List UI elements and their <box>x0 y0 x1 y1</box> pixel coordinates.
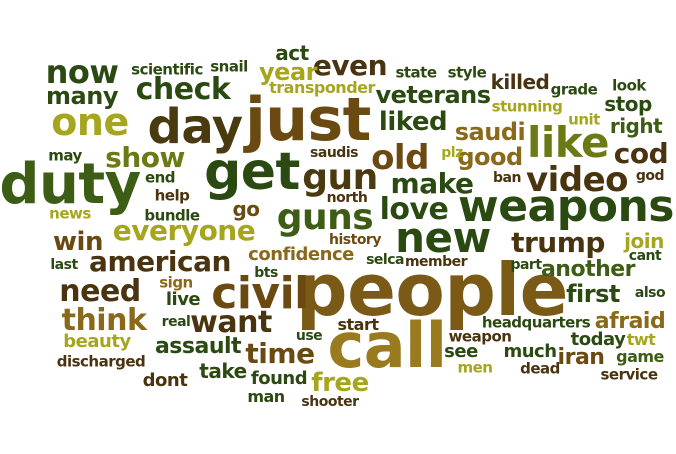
word-part: part <box>510 257 542 273</box>
word-discharged: discharged <box>56 352 146 371</box>
word-killed: killed <box>490 70 550 94</box>
word-assault: assault <box>154 334 242 359</box>
word-free: free <box>311 368 369 398</box>
word-call: call <box>327 309 447 382</box>
word-selca: selca <box>366 252 404 268</box>
word-need: need <box>59 274 141 309</box>
word-also: also <box>634 285 666 301</box>
word-go: go <box>232 197 260 221</box>
word-ban: ban <box>493 170 521 186</box>
word-right: right <box>609 114 663 138</box>
word-another: another <box>540 257 636 282</box>
word-end: end <box>144 168 176 187</box>
word-check: check <box>135 72 231 107</box>
word-found: found <box>250 368 308 389</box>
word-cant: cant <box>628 248 662 264</box>
word-want: want <box>190 305 272 340</box>
word-saudi: saudi <box>454 118 526 146</box>
word-show: show <box>105 141 185 174</box>
word-many: many <box>46 82 118 110</box>
word-real: real <box>161 314 191 330</box>
word-start: start <box>337 315 379 334</box>
word-history: history <box>329 232 381 248</box>
word-take: take <box>199 359 247 383</box>
word-state: state <box>395 63 437 82</box>
word-today: today <box>570 329 626 350</box>
word-one: one <box>51 100 129 144</box>
word-new: new <box>395 213 491 262</box>
word-men: men <box>457 358 493 377</box>
word-duty: duty <box>0 152 141 217</box>
word-just: just <box>245 85 371 155</box>
word-twt: twt <box>626 330 656 349</box>
word-video: video <box>525 160 629 200</box>
word-use: use <box>295 328 323 344</box>
word-cod: cod <box>613 137 669 170</box>
word-join: join <box>624 229 664 253</box>
word-year: year <box>259 58 317 86</box>
word-confidence: confidence <box>248 244 354 265</box>
word-grade: grade <box>550 80 598 99</box>
word-dead: dead <box>520 359 560 378</box>
word-shooter: shooter <box>301 394 359 410</box>
word-old: old <box>371 138 429 178</box>
word-member: member <box>404 254 468 270</box>
word-like: like <box>526 118 610 167</box>
word-time: time <box>245 337 315 370</box>
word-guns: guns <box>276 197 374 238</box>
word-scientific: scientific <box>131 60 203 79</box>
word-civil: civil <box>211 268 309 319</box>
word-much: much <box>503 341 557 362</box>
word-live: live <box>165 289 201 310</box>
word-help: help <box>154 186 190 205</box>
word-american: american <box>89 245 231 278</box>
word-think: think <box>61 303 147 338</box>
word-win: win <box>53 227 103 257</box>
word-weapons: weapons <box>458 181 674 232</box>
word-veterans: veterans <box>375 81 491 109</box>
word-transponder: transponder <box>269 78 375 97</box>
word-unit: unit <box>568 110 600 129</box>
word-weapon: weapon <box>448 327 512 346</box>
word-trump: trump <box>511 226 605 259</box>
word-love: love <box>379 192 449 227</box>
word-god: god <box>635 168 665 184</box>
word-day: day <box>147 99 243 155</box>
word-style: style <box>447 63 487 82</box>
word-act: act <box>275 41 309 65</box>
word-headquarters: headquarters <box>481 313 591 332</box>
word-everyone: everyone <box>112 214 256 247</box>
word-even: even <box>312 49 388 82</box>
word-saudis: saudis <box>310 145 358 161</box>
word-iran: iran <box>557 345 605 370</box>
word-dont: dont <box>142 370 188 391</box>
word-get: get <box>204 142 300 202</box>
word-make: make <box>390 167 474 200</box>
word-look: look <box>612 76 646 95</box>
word-plz: plz <box>441 145 463 161</box>
word-first: first <box>566 280 620 308</box>
word-now: now <box>45 53 119 91</box>
word-beauty: beauty <box>63 331 131 352</box>
word-good: good <box>457 143 523 171</box>
word-bts: bts <box>254 265 278 281</box>
word-may: may <box>48 146 82 165</box>
word-stunning: stunning <box>491 97 563 116</box>
word-game: game <box>616 347 664 366</box>
word-people: people <box>296 248 568 332</box>
word-last: last <box>50 257 78 273</box>
word-man: man <box>247 387 285 406</box>
word-bundle: bundle <box>144 206 200 225</box>
word-see: see <box>444 341 478 362</box>
word-sign: sign <box>159 273 193 292</box>
word-snail: snail <box>210 57 248 76</box>
word-north: north <box>326 190 368 206</box>
word-liked: liked <box>378 107 448 137</box>
word-service: service <box>600 365 658 384</box>
word-stop: stop <box>604 92 652 116</box>
word-gun: gun <box>302 157 378 198</box>
word-news: news <box>49 204 91 223</box>
word-afraid: afraid <box>594 309 666 334</box>
